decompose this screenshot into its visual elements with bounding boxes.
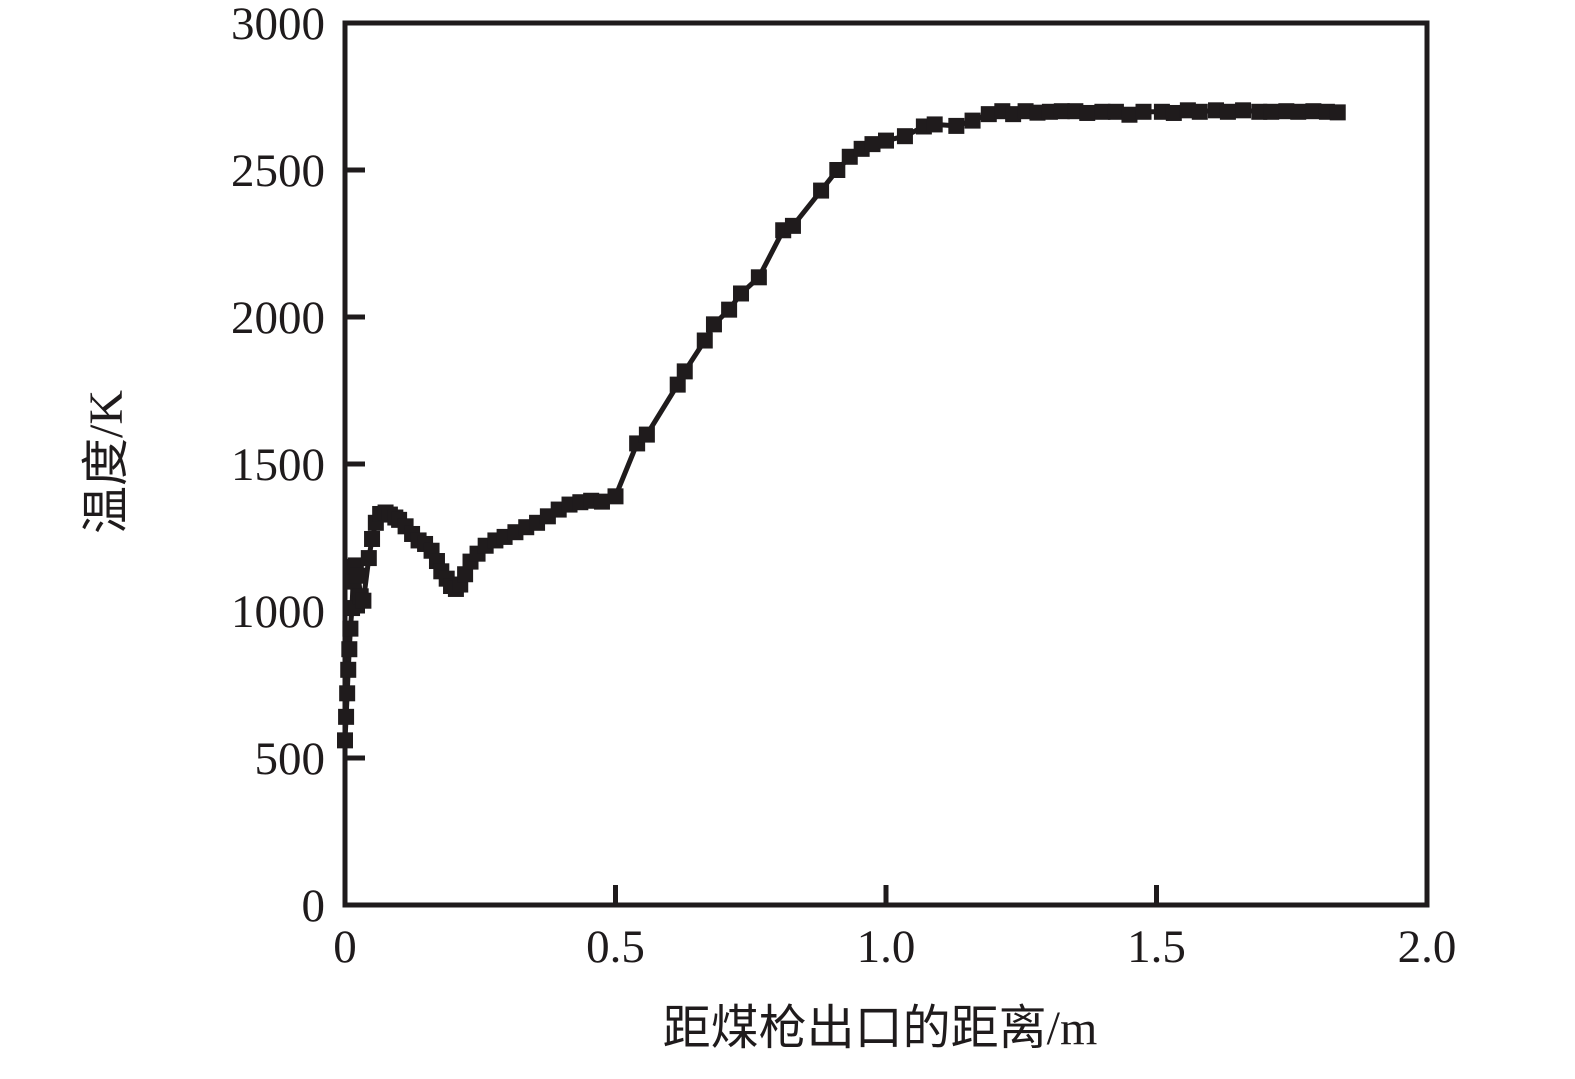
series-marker	[750, 269, 767, 286]
series-marker	[1135, 103, 1152, 120]
series-marker	[1165, 104, 1182, 121]
y-tick-label: 1000	[231, 586, 325, 638]
series-marker	[1107, 103, 1124, 120]
series-marker	[829, 162, 846, 178]
series-marker	[1094, 103, 1111, 120]
series-marker	[733, 285, 750, 302]
x-tick-label: 1.5	[1127, 921, 1186, 973]
series-marker	[355, 592, 372, 609]
plot-frame	[342, 20, 1430, 908]
series-marker	[721, 301, 738, 318]
series-marker	[705, 316, 722, 333]
y-tick-label: 0	[302, 880, 326, 932]
x-axis-title: 距煤枪出口的距离/m	[663, 1002, 1098, 1055]
y-tick-label: 2500	[231, 145, 325, 197]
series-marker	[896, 128, 913, 145]
series-marker	[349, 567, 366, 584]
series-marker	[696, 332, 713, 349]
series-marker	[1191, 103, 1208, 120]
series-marker	[340, 661, 357, 678]
series-marker	[964, 112, 981, 129]
series-marker	[926, 116, 943, 133]
series-marker	[1219, 103, 1236, 120]
x-tick-label: 2.0	[1398, 921, 1457, 973]
series-marker	[593, 493, 610, 510]
series-marker	[948, 117, 965, 134]
series-marker	[1029, 104, 1046, 121]
series-marker	[364, 530, 381, 547]
x-tick-label: 1.0	[857, 921, 916, 973]
series-marker	[980, 106, 997, 123]
y-tick-label: 3000	[231, 0, 325, 50]
series-marker	[864, 136, 881, 153]
series-marker	[1290, 103, 1307, 120]
series-marker	[342, 620, 359, 637]
series-marker	[1305, 103, 1322, 120]
series-marker	[1263, 103, 1280, 120]
series-marker	[457, 566, 474, 583]
series-marker	[669, 376, 686, 393]
y-axis-title: 温度/K	[80, 390, 133, 534]
series-marker	[1235, 102, 1252, 119]
series-marker	[1121, 106, 1138, 123]
series-marker	[784, 217, 801, 234]
series-line	[342, 107, 1338, 741]
y-tick-label: 2000	[231, 292, 325, 344]
series-marker	[638, 426, 655, 443]
x-tick-label: 0	[333, 921, 357, 973]
series-marker	[1329, 104, 1346, 121]
series-marker	[360, 550, 377, 567]
plot-area: 0 500 1000 1500 2000 2500 3000 0 0.5 1.0 1.5 2.0	[231, 0, 1456, 973]
series-marker	[1005, 106, 1022, 123]
series-marker	[337, 732, 353, 749]
series-marker	[607, 488, 624, 505]
series-marker	[878, 132, 894, 149]
series-marker	[1079, 104, 1096, 121]
series-marker	[1053, 103, 1070, 120]
y-tick-label: 500	[255, 733, 326, 785]
x-tick-label: 0.5	[586, 921, 645, 973]
series-marker	[813, 182, 830, 199]
series-marker	[341, 641, 358, 658]
series-marker	[676, 363, 693, 380]
y-tick-label: 1500	[231, 439, 325, 491]
series-marker	[339, 685, 356, 702]
series-marker	[338, 708, 355, 725]
